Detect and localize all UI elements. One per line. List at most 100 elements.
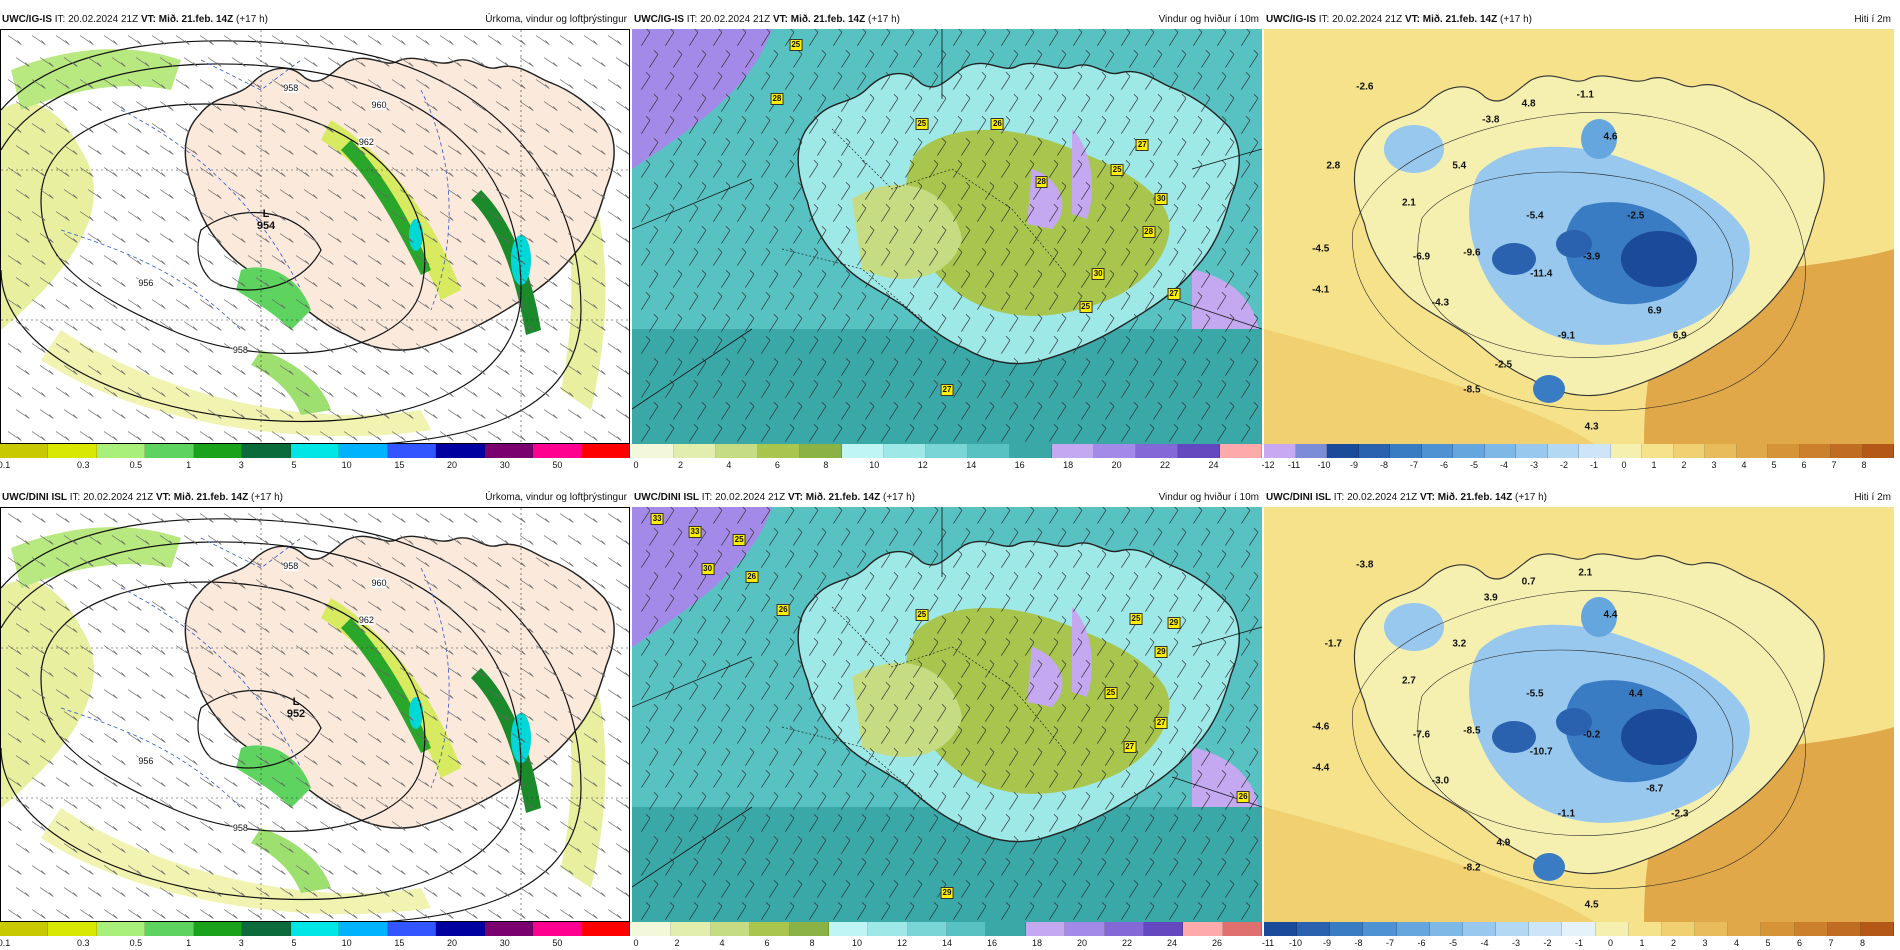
colorbar-tick: 10 <box>341 938 352 948</box>
colorbar-swatch <box>828 922 869 936</box>
colorbar-tick: 24 <box>1166 938 1178 948</box>
colorbar-tick: 5 <box>291 938 297 948</box>
colorbar-tick: 1 <box>186 938 192 948</box>
valid-time: Mið. 21.feb. 14Z <box>173 492 249 503</box>
temperature-label: -1.7 <box>1324 638 1342 650</box>
colorbar-swatch <box>0 922 49 936</box>
colorbar-tick: 30 <box>499 938 510 948</box>
colorbar-swatch <box>1330 922 1364 936</box>
valid-time: Mið. 21.feb. 14Z <box>790 14 866 25</box>
temperature-label: 4.4 <box>1603 609 1618 621</box>
colorbar-swatch <box>968 444 1010 458</box>
gust-label: 27 <box>1135 138 1149 151</box>
colorbar-swatch <box>716 444 758 458</box>
colorbar-swatch <box>1673 444 1705 458</box>
colorbar-tick: -4 <box>1499 460 1509 470</box>
colorbar-tick: 0 <box>1607 938 1614 948</box>
colorbar-tick: 6 <box>1796 938 1803 948</box>
colorbar-tick: 6 <box>1801 460 1807 470</box>
temperature-label: -7.6 <box>1412 729 1431 741</box>
colorbar-swatch <box>1642 444 1674 458</box>
colorbar-tick: -6 <box>1417 938 1426 948</box>
colorbar-swatch <box>1462 922 1497 936</box>
colorbar-tick: 12 <box>917 460 928 470</box>
colorbar-swatch <box>436 444 485 458</box>
temperature-label: 5.4 <box>1452 160 1467 172</box>
colorbar-swatch <box>242 922 291 936</box>
valid-time: Mið. 21.feb. 14Z <box>805 492 881 503</box>
region-boundaries <box>781 128 1063 330</box>
colorbar-swatch <box>1547 444 1579 458</box>
colorbar-tick: 0 <box>1621 460 1627 470</box>
gust-label: 26 <box>990 118 1004 131</box>
initial-time: IT: 20.02.2024 21Z <box>686 14 771 25</box>
colorbar-tick: 18 <box>1063 460 1074 470</box>
colorbar-tick: 4 <box>1741 460 1747 470</box>
model-name: UWC/IG-IS <box>634 14 684 25</box>
temperature-label: -9.1 <box>1557 330 1576 342</box>
colorbar-swatch <box>1496 922 1530 936</box>
colorbar-swatch <box>750 922 790 936</box>
colorbar-swatch <box>632 922 672 936</box>
colorbar-swatch <box>484 444 534 458</box>
colorbar-swatch <box>1010 444 1052 458</box>
colorbar-tick: -8 <box>1354 938 1363 948</box>
colorbar-swatch <box>1327 444 1359 458</box>
colorbar-tick: 2 <box>677 460 683 470</box>
colorbar-swatch <box>484 922 534 936</box>
lead-time: (+17 h) <box>1515 492 1547 503</box>
gust-label: 29 <box>1167 616 1181 629</box>
colorbar-swatch <box>868 922 908 936</box>
wind-barbs <box>641 29 1259 442</box>
low-pressure-center: L 952 <box>287 696 305 720</box>
colorbar-swatch <box>884 444 926 458</box>
colorbar-swatch <box>1094 444 1136 458</box>
isobar-label: 956 <box>138 756 154 767</box>
gust-label: 25 <box>789 39 803 52</box>
colorbar-tick: -11 <box>1287 460 1301 470</box>
colorbar-tick: 14 <box>966 460 977 470</box>
colorbar-tick: 20 <box>447 460 458 470</box>
grid-lines <box>632 507 1262 888</box>
map-canvas <box>1264 507 1894 922</box>
model-name: UWC/DINI ISL <box>634 492 699 503</box>
valid-time: Mið. 21.feb. 14Z <box>1437 492 1513 503</box>
gust-label: 25 <box>1110 163 1124 176</box>
temperature-label: -6.9 <box>1412 251 1431 263</box>
isobar-label: 962 <box>358 137 374 148</box>
colorbar-tick: -6 <box>1439 460 1449 470</box>
gust-label: 30 <box>1154 192 1168 205</box>
colorbar-swatch <box>1297 922 1331 936</box>
colorbar-tick: 6 <box>764 938 770 948</box>
panel-header: UWC/DINI ISL IT: 20.02.2024 21Z VT: Mið.… <box>632 490 1262 506</box>
colorbar-tick: -12 <box>1261 460 1275 470</box>
colorbar-swatch <box>1484 444 1516 458</box>
gust-label: 25 <box>1129 612 1143 625</box>
colorbar-swatch <box>926 444 968 458</box>
colorbar-tick: -3 <box>1529 460 1539 470</box>
colorbar-swatch <box>789 922 829 936</box>
map-canvas <box>632 29 1262 444</box>
pressure-contours <box>60 59 450 331</box>
lead-time: (+17 h) <box>883 492 915 503</box>
colorbar-swatch <box>1831 444 1863 458</box>
colorbar-tick: 8 <box>1859 938 1866 948</box>
model-name: UWC/DINI ISL <box>1266 492 1331 503</box>
colorbar-tick: -1 <box>1589 460 1599 470</box>
temperature-label: 3.2 <box>1452 638 1467 650</box>
colorbar: -11 -10 -9 -8 -7 -6 -5 -4 -3 -2 -1 0 1 2 3 4 5 6 7 8 <box>1262 922 1894 948</box>
colorbar-swatch <box>0 444 49 458</box>
temperature-label: 4.5 <box>1584 899 1599 911</box>
colorbar-swatch <box>290 444 340 458</box>
colorbar-tick: 22 <box>1121 938 1133 948</box>
colorbar-swatch <box>1396 922 1430 936</box>
colorbar-tick: 26 <box>1211 938 1223 948</box>
forecast-map: -3.8 3.9 0.7 2.1 -1.7 3.2 4.4 2.7 -5.5 4.4 -4.6 -7.… <box>1264 507 1894 922</box>
gust-label: 30 <box>701 562 715 575</box>
colorbar-swatch <box>436 922 485 936</box>
colorbar-tick: 0.5 <box>129 938 143 948</box>
initial-time: IT: 20.02.2024 21Z <box>69 492 154 503</box>
temperature-label: 0.7 <box>1521 576 1536 588</box>
gust-label: 28 <box>1035 176 1048 189</box>
colorbar-tick: 5 <box>1765 938 1771 948</box>
